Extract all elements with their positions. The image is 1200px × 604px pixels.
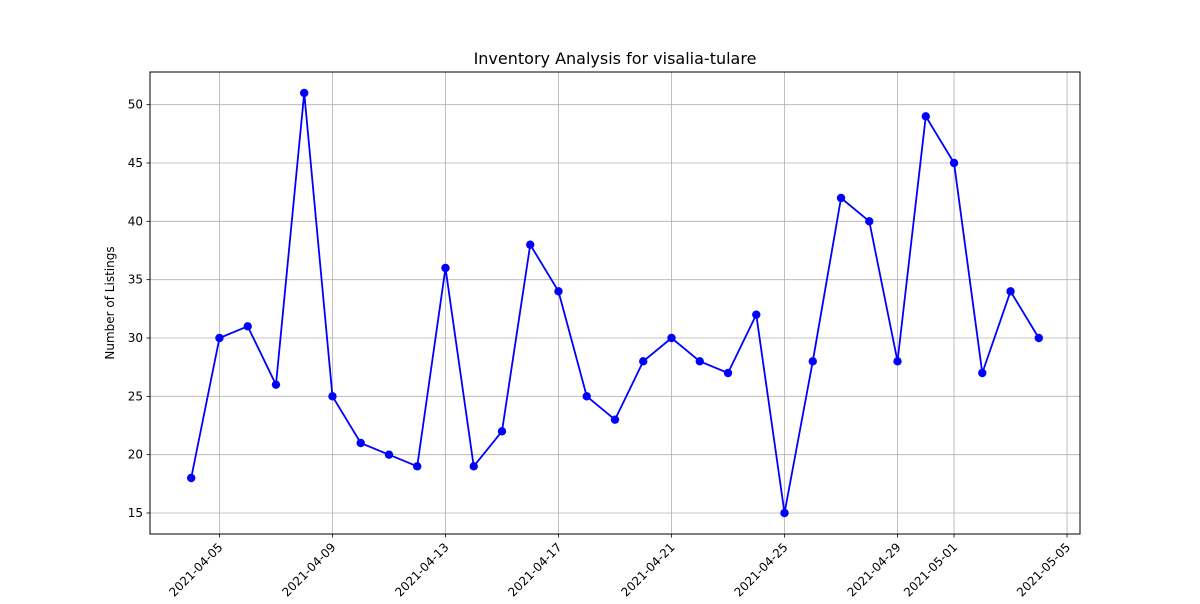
data-point — [497, 427, 507, 436]
y-axis-ticks: 15 20 25 30 35 40 45 50 — [128, 98, 150, 520]
grid-lines — [150, 72, 1080, 534]
data-point — [526, 240, 535, 249]
data-point — [667, 333, 676, 343]
series-line — [190, 92, 1040, 514]
data-point — [554, 287, 563, 296]
data-point — [413, 462, 422, 471]
series-layer — [187, 88, 1043, 518]
x-tick-label: 2021-04-09 — [279, 540, 338, 599]
x-tick-label: 2021-04-13 — [392, 540, 451, 599]
data-point — [328, 392, 337, 401]
data-point — [300, 88, 309, 98]
y-tick-label: 35 — [128, 273, 143, 287]
y-tick-label: 15 — [128, 506, 143, 520]
data-point — [865, 217, 874, 226]
data-point — [949, 158, 959, 168]
data-point — [1034, 333, 1043, 343]
chart-title: Inventory Analysis for visalia-tulare — [474, 49, 757, 68]
data-point — [582, 392, 591, 401]
x-tick-label: 2021-04-17 — [505, 540, 564, 599]
y-tick-label: 45 — [128, 156, 143, 170]
data-point — [723, 368, 733, 378]
data-point — [836, 193, 846, 203]
plot-area-frame — [149, 71, 1081, 535]
y-tick-label: 20 — [128, 448, 143, 462]
data-point — [610, 415, 620, 424]
data-point — [639, 357, 648, 366]
x-axis-ticks: 2021-04-05 2021-04-09 2021-04-13 2021-04-17… — [166, 534, 1073, 599]
x-tick-label: 2021-04-29 — [844, 540, 903, 599]
data-point — [469, 462, 478, 471]
x-tick-label: 2021-04-25 — [731, 540, 790, 599]
data-point — [384, 450, 394, 459]
data-point — [752, 310, 761, 319]
data-point — [243, 322, 252, 331]
x-tick-label: 2021-05-05 — [1014, 540, 1073, 599]
data-point — [893, 357, 902, 366]
data-point — [356, 438, 365, 448]
data-point — [1006, 287, 1015, 296]
y-tick-label: 25 — [128, 389, 143, 403]
y-tick-label: 30 — [128, 331, 143, 345]
data-point — [921, 112, 930, 121]
y-axis-label: Number of Listings — [103, 246, 117, 359]
x-tick-label: 2021-05-01 — [901, 540, 960, 599]
data-point — [441, 263, 450, 273]
data-point — [978, 368, 987, 378]
data-point — [808, 357, 817, 366]
x-tick-label: 2021-04-21 — [618, 540, 677, 599]
data-point — [695, 357, 704, 366]
x-tick-label: 2021-04-05 — [166, 540, 225, 599]
data-point — [780, 508, 789, 518]
data-point — [187, 473, 196, 483]
y-tick-label: 40 — [128, 214, 143, 228]
data-point — [215, 333, 224, 343]
y-tick-label: 50 — [128, 98, 143, 112]
data-point — [271, 380, 281, 389]
